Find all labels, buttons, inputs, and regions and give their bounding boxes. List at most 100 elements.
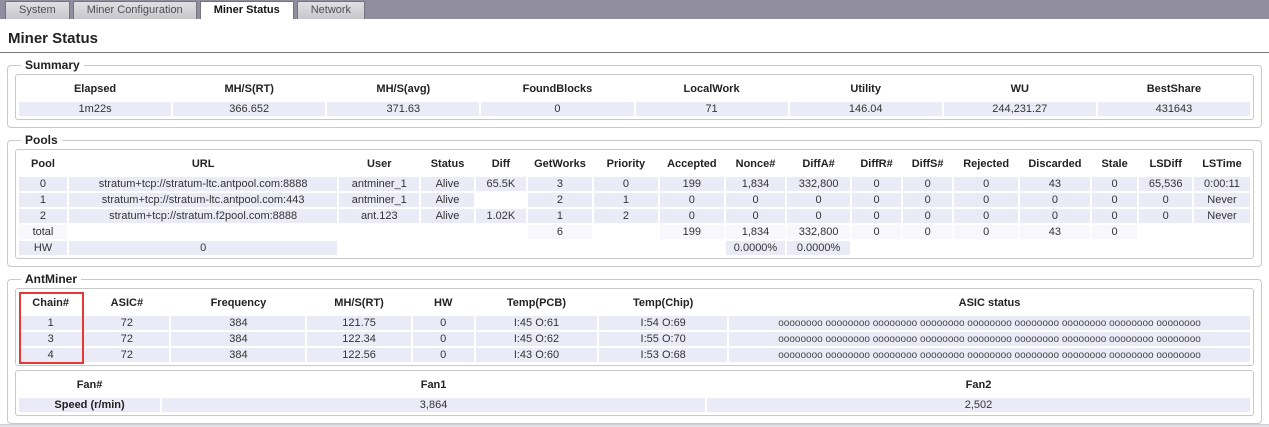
antminer-cell: I:45 O:62 [476, 332, 598, 346]
pools-column-header: Status [421, 153, 474, 175]
pools-cell: 43 [1020, 225, 1090, 239]
pools-cell: 0:00:11 [1194, 177, 1250, 191]
tab-system[interactable]: System [5, 1, 70, 19]
pools-cell: 1 [594, 193, 658, 207]
pools-cell: 2 [594, 209, 658, 223]
pools-column-header: Diff [476, 153, 526, 175]
antminer-column-header: Frequency [171, 292, 305, 314]
summary-column-header: Utility [790, 78, 942, 100]
pools-cell: stratum+tcp://stratum-ltc.antpool.com:44… [69, 193, 337, 207]
pools-cell [1020, 241, 1090, 255]
antminer-cell: 72 [84, 348, 169, 362]
pools-section: Pools PoolURLUserStatusDiffGetWorksPrior… [7, 133, 1262, 267]
pools-cell: HW [19, 241, 67, 255]
pools-row: HW00.0000%0.0000% [19, 241, 1250, 255]
pools-cell: 0 [903, 225, 952, 239]
antminer-cell: 122.56 [307, 348, 410, 362]
pools-column-header: Accepted [660, 153, 724, 175]
pools-cell: 0 [787, 209, 850, 223]
pools-cell: stratum+tcp://stratum-ltc.antpool.com:88… [69, 177, 337, 191]
pools-cell [476, 241, 526, 255]
tab-miner-status[interactable]: Miner Status [200, 1, 294, 19]
summary-column-header: WU [944, 78, 1096, 100]
pools-cell: 0.0000% [726, 241, 785, 255]
pools-column-header: LSDiff [1139, 153, 1192, 175]
pools-row: 0stratum+tcp://stratum-ltc.antpool.com:8… [19, 177, 1250, 191]
pools-cell [1092, 241, 1138, 255]
antminer-legend: AntMiner [21, 272, 81, 286]
title-divider [0, 52, 1269, 53]
fans-column-header: Fan# [19, 374, 160, 396]
fans-table-box: Fan#Fan1Fan2Speed (r/min)3,8642,502 [15, 370, 1254, 416]
antminer-column-header: ASIC status [729, 292, 1250, 314]
pools-cell: 65,536 [1139, 177, 1192, 191]
antminer-cell: oooooooo oooooooo oooooooo oooooooo oooo… [729, 332, 1250, 346]
summary-column-header: MH/S(RT) [173, 78, 325, 100]
pools-cell: 0 [903, 209, 952, 223]
pools-cell: 0 [954, 177, 1018, 191]
summary-cell: 371.63 [327, 102, 479, 116]
pools-cell: 0 [1020, 193, 1090, 207]
antminer-column-header: Temp(PCB) [476, 292, 598, 314]
antminer-cell: 122.34 [307, 332, 410, 346]
pools-cell: Never [1194, 193, 1250, 207]
antminer-cell: 384 [171, 332, 305, 346]
tab-bar: SystemMiner ConfigurationMiner StatusNet… [0, 0, 1269, 19]
pools-cell: antminer_1 [339, 193, 419, 207]
pools-cell: 0 [660, 209, 724, 223]
pools-cell [1139, 225, 1192, 239]
antminer-cell: I:54 O:69 [599, 316, 727, 330]
pools-cell: 0 [1092, 177, 1138, 191]
tab-miner-configuration[interactable]: Miner Configuration [73, 1, 197, 19]
pools-cell: 0 [69, 241, 337, 255]
pools-column-header: Priority [594, 153, 658, 175]
pools-cell [421, 241, 474, 255]
summary-table-box: ElapsedMH/S(RT)MH/S(avg)FoundBlocksLocal… [15, 74, 1254, 120]
pools-cell [476, 225, 526, 239]
pools-cell: 1,834 [726, 177, 785, 191]
fans-column-header: Fan2 [707, 374, 1250, 396]
antminer-cell: 0 [413, 332, 474, 346]
antminer-cell: I:55 O:70 [599, 332, 727, 346]
pools-cell [339, 241, 419, 255]
tab-network[interactable]: Network [297, 1, 365, 19]
summary-cell: 1m22s [19, 102, 171, 116]
pools-cell: 65.5K [476, 177, 526, 191]
pools-cell: 0 [726, 209, 785, 223]
pools-cell: 0 [1020, 209, 1090, 223]
pools-cell: 0 [726, 193, 785, 207]
pools-cell: 0 [660, 193, 724, 207]
antminer-cell: 384 [171, 348, 305, 362]
summary-header-row: ElapsedMH/S(RT)MH/S(avg)FoundBlocksLocal… [19, 78, 1250, 100]
pools-cell: 1 [19, 193, 67, 207]
pools-cell [1194, 225, 1250, 239]
antminer-cell: 0 [413, 348, 474, 362]
summary-column-header: Elapsed [19, 78, 171, 100]
pools-cell: 0 [1139, 193, 1192, 207]
antminer-row: 372384122.340I:45 O:62I:55 O:70oooooooo … [19, 332, 1250, 346]
pools-cell: 0 [1092, 225, 1138, 239]
pools-cell [1194, 241, 1250, 255]
pools-cell: 0 [19, 177, 67, 191]
pools-cell: Alive [421, 193, 474, 207]
pools-column-header: User [339, 153, 419, 175]
pools-table: PoolURLUserStatusDiffGetWorksPriorityAcc… [17, 151, 1252, 257]
antminer-cell: I:45 O:61 [476, 316, 598, 330]
pools-cell: 332,800 [787, 225, 850, 239]
fans-cell: 2,502 [707, 398, 1250, 412]
antminer-cell: 121.75 [307, 316, 410, 330]
summary-row: 1m22s366.652371.63071146.04244,231.27431… [19, 102, 1250, 116]
pools-cell [528, 241, 592, 255]
pools-cell: 0 [954, 209, 1018, 223]
pools-cell: 0 [1092, 193, 1138, 207]
antminer-section: AntMiner Chain#ASIC#FrequencyMH/S(RT)HWT… [7, 272, 1262, 424]
summary-table: ElapsedMH/S(RT)MH/S(avg)FoundBlocksLocal… [17, 76, 1252, 118]
pools-cell [594, 241, 658, 255]
pools-cell: 2 [528, 193, 592, 207]
pools-cell [903, 241, 952, 255]
fans-row: Speed (r/min)3,8642,502 [19, 398, 1250, 412]
pools-cell: 2 [19, 209, 67, 223]
antminer-cell: 0 [413, 316, 474, 330]
antminer-cell: I:43 O:60 [476, 348, 598, 362]
pools-column-header: Pool [19, 153, 67, 175]
